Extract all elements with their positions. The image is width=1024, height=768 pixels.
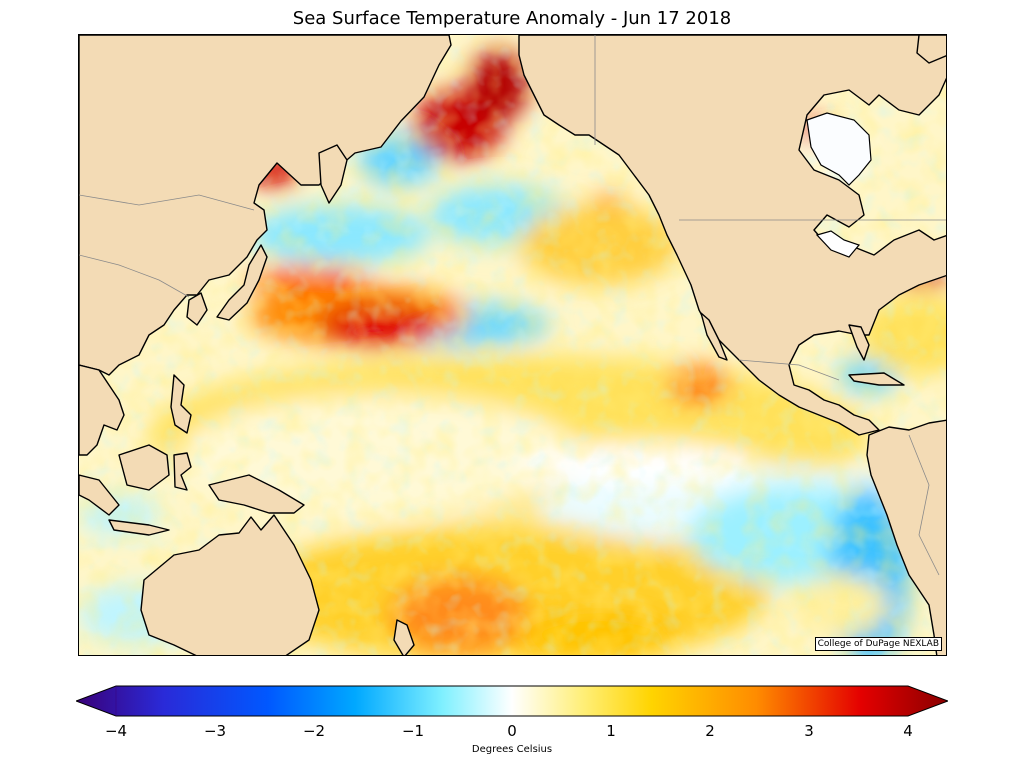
water-bodies — [806, 112, 872, 258]
land-sulawesi — [173, 452, 192, 491]
colorbar-label: Degrees Celsius — [471, 744, 553, 755]
colorbar-tick-label: −3 — [203, 722, 227, 740]
land-se-asia — [79, 364, 125, 456]
land-florida — [848, 324, 870, 361]
land-borneo — [118, 444, 170, 491]
colorbar-tick-label: −1 — [401, 722, 425, 740]
map-canvas — [79, 35, 946, 655]
colorbar-bar — [76, 685, 948, 717]
land-australia — [140, 514, 320, 655]
colorbar-tick-label: 3 — [804, 722, 814, 740]
land-asia — [79, 35, 452, 376]
land-sumatra — [79, 474, 120, 516]
colorbar-tick-label: 2 — [705, 722, 715, 740]
great-lakes — [815, 230, 861, 258]
land-cuba — [848, 372, 905, 386]
land-kamchatka — [318, 144, 348, 204]
land-baffin — [916, 35, 946, 64]
map-title: Sea Surface Temperature Anomaly - Jun 17… — [292, 8, 732, 29]
country-borders — [79, 35, 946, 576]
colorbar-tick-label: 0 — [507, 722, 517, 740]
land-korea — [186, 292, 208, 326]
colorbar-tick-label: 4 — [903, 722, 913, 740]
colorbar-tick-label: 1 — [606, 722, 616, 740]
land-north-america — [518, 35, 946, 436]
land-japan — [216, 244, 268, 321]
credit-label: College of DuPage NEXLAB — [814, 637, 942, 651]
land-new-zealand — [393, 619, 415, 655]
colorbar-tick-label: −4 — [104, 722, 128, 740]
land-java — [108, 519, 170, 536]
land-new-guinea — [208, 474, 305, 514]
land-masses — [79, 35, 946, 655]
land-philippines — [170, 374, 192, 434]
sst-anomaly-map[interactable]: College of DuPage NEXLAB — [78, 34, 947, 656]
hudson-bay — [806, 112, 872, 186]
colorbar — [76, 685, 948, 717]
land-baja — [700, 312, 728, 361]
colorbar-tick-label: −2 — [302, 722, 326, 740]
